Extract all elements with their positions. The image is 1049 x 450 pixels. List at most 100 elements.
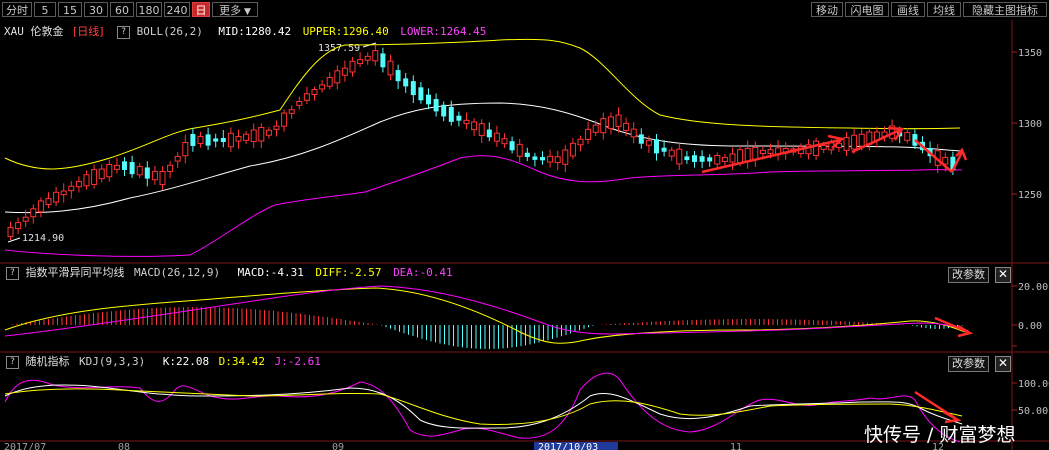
candle-body <box>91 169 98 185</box>
price-tick-1350: 1350 <box>1018 48 1042 59</box>
flash-chart-button[interactable]: 闪电图 <box>845 2 889 17</box>
macd-close-icon[interactable]: ✕ <box>995 267 1011 283</box>
kdj-axis: 100.00 50.00 <box>1012 379 1049 417</box>
help-icon[interactable]: ? <box>6 355 19 369</box>
candle-body <box>737 149 744 164</box>
date-label-2017-07: 2017/07 <box>4 442 46 450</box>
trend-arrows <box>701 126 974 424</box>
kdj-edit-params-button[interactable]: 改参数 <box>948 356 989 372</box>
candle-body <box>22 216 29 222</box>
moving-average-button[interactable]: 均线 <box>927 2 961 17</box>
date-label-12: 12 <box>932 442 944 450</box>
candle-body <box>159 170 166 186</box>
more-periods-dropdown[interactable]: 更多 ▼ <box>212 2 258 17</box>
candle-body <box>60 190 67 196</box>
candle-body <box>326 76 333 87</box>
candle-body <box>721 156 728 163</box>
candle-body <box>45 198 52 205</box>
period-button-30[interactable]: 30 <box>84 2 108 17</box>
candle-body <box>805 144 812 155</box>
main-price-axis: 1350 1300 1250 <box>1012 48 1042 201</box>
candle-body <box>341 67 348 76</box>
candle-body <box>258 127 265 142</box>
macd-histogram <box>12 307 963 349</box>
candle-body <box>577 138 584 146</box>
candle-body <box>243 133 250 141</box>
kdj-chinese-name: 随机指标 <box>25 355 70 368</box>
candle-body <box>250 129 257 143</box>
macd-edit-params-button[interactable]: 改参数 <box>948 267 989 283</box>
period-button-15[interactable]: 15 <box>58 2 82 17</box>
candle-body <box>151 170 158 181</box>
candle-body <box>820 144 827 150</box>
candle-body <box>113 164 120 170</box>
macd-chinese-name: 指数平滑异同平均线 <box>25 266 125 279</box>
period-button-180[interactable]: 180 <box>136 2 162 17</box>
candle-body <box>197 136 204 144</box>
period-button-240[interactable]: 240 <box>164 2 190 17</box>
period-button-intraday[interactable]: 分时 <box>2 2 32 17</box>
candle-body <box>106 163 113 178</box>
candle-body <box>190 134 196 146</box>
candle-body <box>532 156 538 160</box>
candle-body <box>654 139 659 154</box>
candle-body <box>851 134 858 150</box>
arrowhead <box>957 324 974 338</box>
arrowhead <box>943 410 962 424</box>
candle-body <box>98 168 105 180</box>
rebound-arrow <box>950 151 964 173</box>
boll-upper-value: UPPER:1296.40 <box>302 25 389 38</box>
candle-body <box>83 174 90 187</box>
candle-body <box>486 129 492 138</box>
hide-main-indicator-button[interactable]: 隐藏主图指标 <box>963 2 1047 17</box>
candle-body <box>509 141 515 151</box>
candle-body <box>524 152 530 158</box>
main-panel-header: XAU 伦敦金 [日线] ? BOLL(26,2) MID:1280.42 UP… <box>0 24 486 40</box>
candle-body <box>562 149 569 165</box>
candle-body <box>615 114 622 128</box>
candle-body <box>380 53 386 68</box>
help-icon[interactable]: ? <box>6 266 19 280</box>
arrowhead <box>955 147 968 161</box>
candle-body <box>630 128 637 138</box>
candle-body <box>296 101 303 106</box>
macd-indicator-name[interactable]: MACD(26,12,9) <box>134 266 221 279</box>
low-price-label: 1214.90 <box>22 233 64 244</box>
candle-body <box>767 149 774 154</box>
watermark-text: 快传号 / 财富梦想 <box>864 424 1015 446</box>
period-button-daily[interactable]: 日 <box>192 2 210 17</box>
arrowhead <box>887 126 905 141</box>
candle-body <box>144 167 150 179</box>
kdj-close-icon[interactable]: ✕ <box>995 356 1011 372</box>
candle-body <box>858 133 865 147</box>
kdj-tick-100: 100.00 <box>1018 379 1049 390</box>
move-button[interactable]: 移动 <box>811 2 843 17</box>
candle-body <box>692 155 697 162</box>
candle-body <box>554 156 561 164</box>
candle-body <box>668 149 675 157</box>
boll-lower-line <box>4 155 963 257</box>
symbol-name: XAU 伦敦金 <box>4 25 64 38</box>
period-button-5[interactable]: 5 <box>34 2 56 17</box>
candle-body <box>235 136 242 142</box>
caret-down-icon: ▼ <box>241 7 251 17</box>
kdj-j-line <box>4 372 961 443</box>
period-button-60[interactable]: 60 <box>110 2 134 17</box>
candle-body <box>744 147 751 163</box>
candle-body <box>418 87 424 101</box>
boll-indicator-name[interactable]: BOLL(26,2) <box>136 25 203 38</box>
draw-line-button[interactable]: 画线 <box>891 2 925 17</box>
macd-panel-header: ? 指数平滑异同平均线 MACD(26,12,9) MACD:-4.31 DIF… <box>0 265 453 281</box>
candle-body <box>441 104 447 117</box>
kdj-indicator-name[interactable]: KDJ(9,3,3) <box>79 355 146 368</box>
candle-body <box>15 222 22 230</box>
candle-body <box>174 155 181 162</box>
candle-body <box>600 118 607 134</box>
candle-body <box>213 138 219 142</box>
candle-body <box>281 112 288 127</box>
candle-body <box>912 134 918 146</box>
help-icon[interactable]: ? <box>117 25 131 39</box>
boll-lower-value: LOWER:1264.45 <box>400 25 487 38</box>
kdj-k-line <box>4 384 963 429</box>
